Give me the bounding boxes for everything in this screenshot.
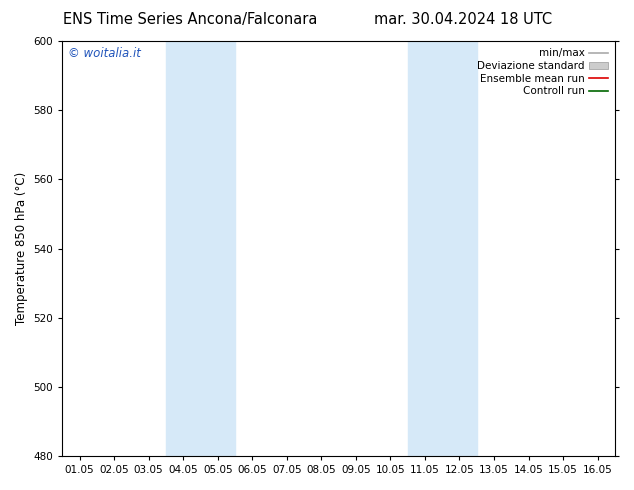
- Bar: [408, 41, 477, 456]
- Text: mar. 30.04.2024 18 UTC: mar. 30.04.2024 18 UTC: [374, 12, 552, 27]
- Text: ENS Time Series Ancona/Falconara: ENS Time Series Ancona/Falconara: [63, 12, 318, 27]
- Legend: min/max, Deviazione standard, Ensemble mean run, Controll run: min/max, Deviazione standard, Ensemble m…: [475, 46, 610, 98]
- Text: © woitalia.it: © woitalia.it: [68, 47, 141, 60]
- Bar: [166, 41, 235, 456]
- Y-axis label: Temperature 850 hPa (°C): Temperature 850 hPa (°C): [15, 172, 28, 325]
